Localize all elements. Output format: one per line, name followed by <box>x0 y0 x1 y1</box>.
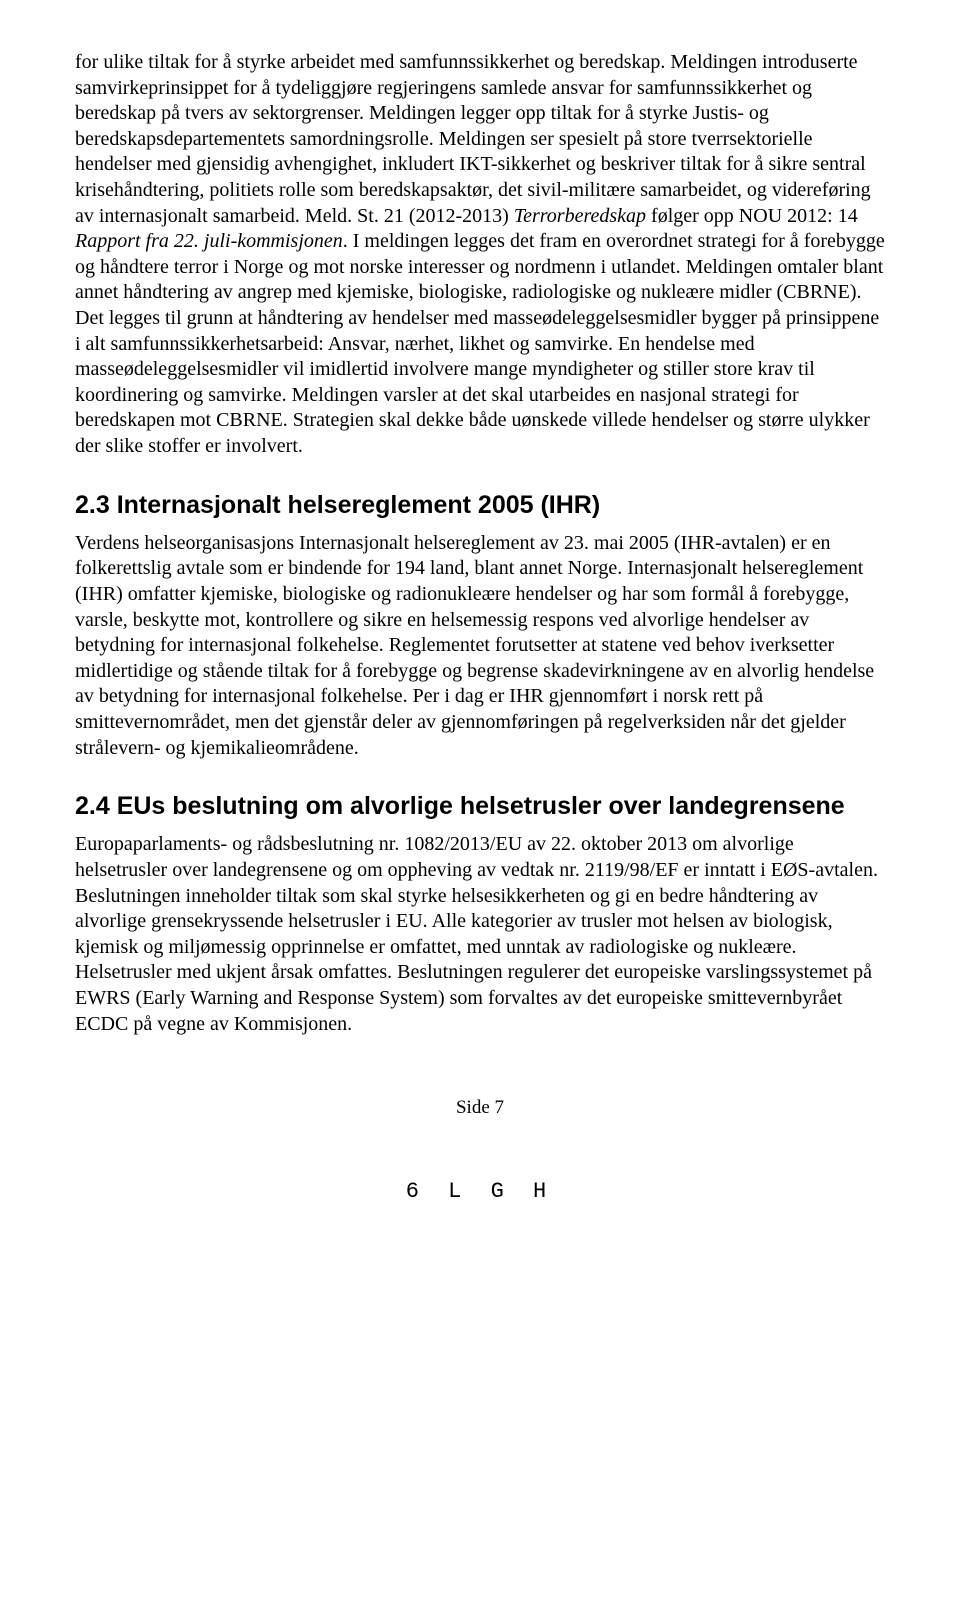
italic-text: Terrorberedskap <box>514 205 646 227</box>
heading-2-3: 2.3 Internasjonalt helsereglement 2005 (… <box>75 490 885 521</box>
heading-2-4: 2.4 EUs beslutning om alvorlige helsetru… <box>75 791 885 822</box>
italic-text: Rapport fra 22. juli-kommisjonen <box>75 230 343 252</box>
text-run: for ulike tiltak for å styrke arbeidet m… <box>75 51 871 227</box>
footer-code: 6 L G H <box>75 1179 885 1204</box>
text-run: følger opp NOU 2012: 14 <box>646 205 858 227</box>
paragraph-eu: Europaparlaments- og rådsbeslutning nr. … <box>75 832 885 1037</box>
page-number: Side 7 <box>75 1097 885 1119</box>
paragraph-intro: for ulike tiltak for å styrke arbeidet m… <box>75 50 885 460</box>
text-run: . I meldingen legges det fram en overord… <box>75 230 885 457</box>
paragraph-ihr: Verdens helseorganisasjons Internasjonal… <box>75 531 885 761</box>
document-page: for ulike tiltak for å styrke arbeidet m… <box>0 0 960 1264</box>
